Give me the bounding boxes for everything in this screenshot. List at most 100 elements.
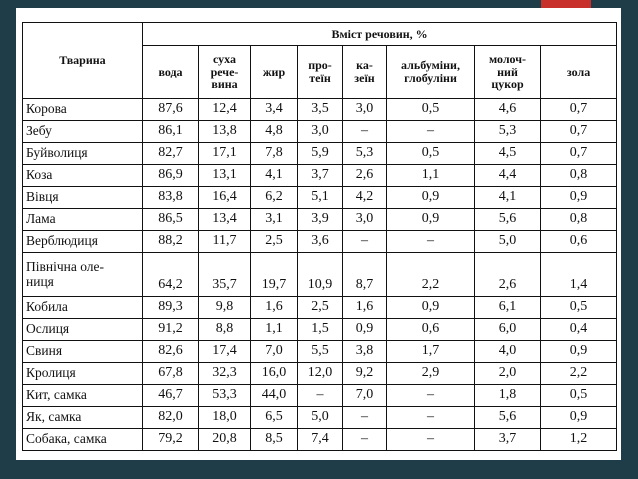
value-cell: 2,9	[386, 362, 475, 385]
value-cell: 2,5	[297, 296, 343, 319]
column-header-line: суха	[212, 52, 236, 67]
value-cell: 2,2	[386, 252, 475, 297]
animal-name-cell: Кролиця	[22, 362, 143, 385]
value-cell: 1,8	[474, 384, 541, 407]
column-header-line: вина	[211, 77, 238, 92]
value-cell: 83,8	[142, 186, 199, 209]
animal-name: Корова	[26, 101, 67, 117]
value-cell: 19,7	[250, 252, 298, 297]
column-header-line: зола	[566, 64, 591, 79]
animal-name-cell: Коза	[22, 164, 143, 187]
value-cell: 4,1	[474, 186, 541, 209]
column-header-line: теїн	[309, 71, 331, 85]
value-cell: 0,5	[386, 98, 475, 121]
column-header-line: альбуміни,	[401, 58, 460, 73]
animal-name-cell: Вівця	[22, 186, 143, 209]
value-cell: 2,2	[539, 362, 618, 385]
table-row: Кролиця 67,8 32,3 16,0 12,0 9,2 2,9 2,0 2,2	[22, 362, 618, 385]
value-cell: 3,0	[342, 98, 387, 121]
value-cell: 6,1	[474, 296, 541, 319]
animal-name-cell: Верблюдиця	[22, 230, 143, 253]
column-header: ка-зеїн	[342, 45, 387, 99]
column-header: про-теїн	[297, 45, 343, 99]
value-cell: 32,3	[198, 362, 251, 385]
value-cell: 67,8	[142, 362, 199, 385]
animal-name: Верблюдиця	[26, 233, 98, 249]
value-cell: 53,3	[198, 384, 251, 407]
table-row: Вівця 83,8 16,4 6,2 5,1 4,2 0,9 4,1 0,9	[22, 186, 618, 209]
value-cell: 79,2	[142, 428, 199, 451]
table-row: Кобила 89,3 9,8 1,6 2,5 1,6 0,9 6,1 0,5	[22, 296, 618, 319]
value-cell: 9,2	[342, 362, 387, 385]
animal-name: Північна оле-	[26, 259, 105, 275]
table-row: Буйволиця 82,7 17,1 7,8 5,9 5,3 0,5 4,5 0,7	[22, 142, 618, 165]
value-cell: 2,5	[250, 230, 298, 253]
value-cell: 0,7	[539, 142, 618, 165]
animal-name: Буйволиця	[26, 145, 88, 161]
value-cell: 0,7	[539, 98, 618, 121]
value-cell: 5,0	[297, 406, 343, 429]
value-cell: 4,0	[474, 340, 541, 363]
value-cell: 82,6	[142, 340, 199, 363]
value-cell: 18,0	[198, 406, 251, 429]
table-row: Північна оле-ниця 64,2 35,7 19,7 10,9 8,7 2,2 2…	[22, 252, 618, 297]
value-cell: 4,5	[474, 142, 541, 165]
value-cell: –	[297, 384, 343, 407]
animal-name-cell: Ослиця	[22, 318, 143, 341]
column-header-line: про-	[308, 58, 332, 73]
value-cell: 0,7	[539, 120, 618, 143]
value-cell: 0,8	[539, 164, 618, 187]
animal-name: Кобила	[26, 299, 68, 315]
value-cell: –	[342, 120, 387, 143]
table-row: Свиня 82,6 17,4 7,0 5,5 3,8 1,7 4,0 0,9	[22, 340, 618, 363]
column-header: молоч-ний цукор	[474, 45, 541, 99]
value-cell: 7,4	[297, 428, 343, 451]
value-cell: 3,1	[250, 208, 298, 231]
value-cell: 0,4	[539, 318, 618, 341]
value-cell: 86,5	[142, 208, 199, 231]
value-cell: –	[342, 406, 387, 429]
table-row: Коза 86,9 13,1 4,1 3,7 2,6 1,1 4,4 0,8	[22, 164, 618, 187]
value-cell: 86,1	[142, 120, 199, 143]
value-cell: –	[386, 406, 475, 429]
animal-column-header: Тварина	[22, 22, 143, 99]
animal-name: Зебу	[26, 123, 52, 139]
value-cell: 6,5	[250, 406, 298, 429]
table-row: Ослиця 91,2 8,8 1,1 1,5 0,9 0,6 6,0 0,4	[22, 318, 618, 341]
value-cell: 17,4	[198, 340, 251, 363]
value-cell: –	[386, 428, 475, 451]
value-cell: 64,2	[142, 252, 199, 297]
value-cell: 82,7	[142, 142, 199, 165]
value-cell: 0,5	[539, 384, 618, 407]
value-cell: 44,0	[250, 384, 298, 407]
value-cell: 0,9	[539, 186, 618, 209]
value-cell: 3,4	[250, 98, 298, 121]
column-header-line: зеїн	[354, 71, 375, 85]
animal-name-cell: Корова	[22, 98, 143, 121]
column-header-line: глобуліни	[404, 71, 457, 85]
column-headers-row: вода суха рече-вина жир про-теїн ка-зеїн альбу…	[23, 45, 618, 99]
value-cell: 91,2	[142, 318, 199, 341]
value-cell: 0,9	[386, 208, 475, 231]
value-cell: 3,9	[297, 208, 343, 231]
value-cell: 0,8	[539, 208, 618, 231]
animal-name-cell: Як, самка	[22, 406, 143, 429]
value-cell: 13,8	[198, 120, 251, 143]
value-cell: 16,4	[198, 186, 251, 209]
animal-name-cell: Лама	[22, 208, 143, 231]
value-cell: 4,4	[474, 164, 541, 187]
value-cell: 8,5	[250, 428, 298, 451]
value-cell: 11,7	[198, 230, 251, 253]
value-cell: 6,2	[250, 186, 298, 209]
value-cell: 1,6	[250, 296, 298, 319]
animal-name-cell: Кит, самка	[22, 384, 143, 407]
value-cell: –	[342, 428, 387, 451]
animal-name: Як, самка	[26, 409, 82, 425]
value-cell: 7,0	[342, 384, 387, 407]
animal-name: Свиня	[26, 343, 63, 359]
animal-name-cell: Зебу	[22, 120, 143, 143]
column-header: альбуміни, глобуліни	[386, 45, 475, 99]
value-cell: 0,6	[539, 230, 618, 253]
value-cell: 0,9	[386, 296, 475, 319]
animal-name: Ослиця	[26, 321, 70, 337]
